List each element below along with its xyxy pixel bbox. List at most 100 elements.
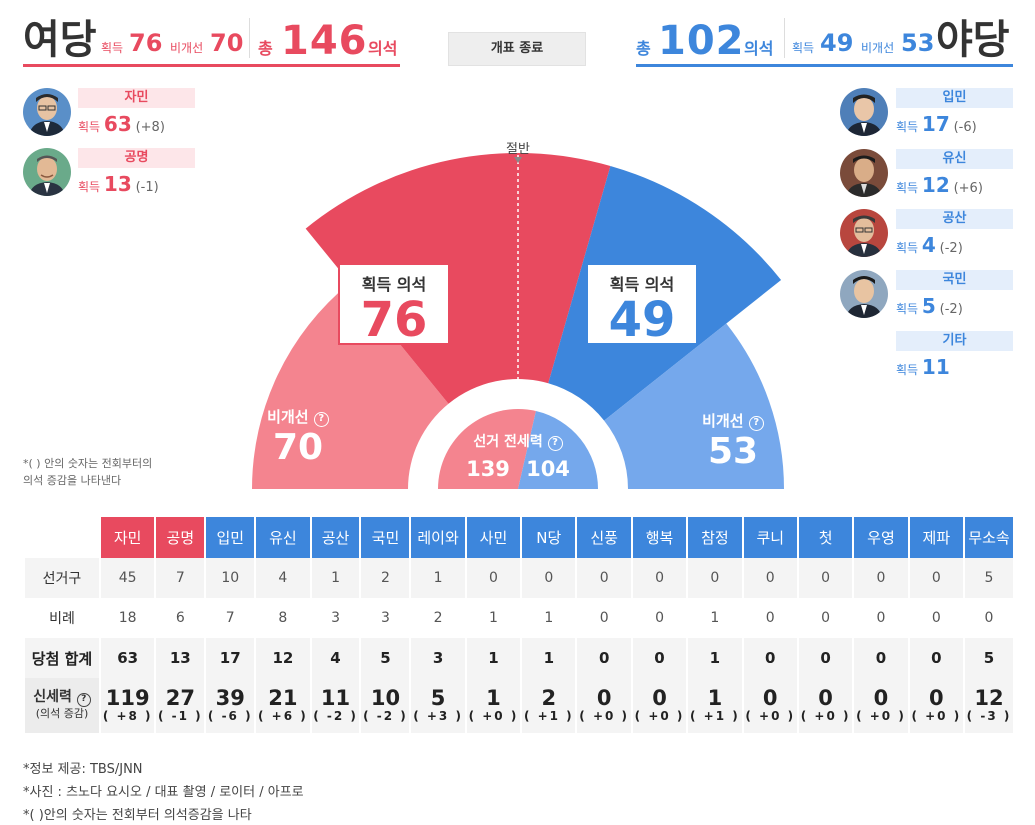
table-cell: 12( -3 ) [963,678,1013,733]
new-strength-value: 119 [105,686,150,710]
party-stat: 획득 12 (+6) [896,173,983,197]
party-col-header: 입민 [204,517,256,558]
opposition-title: 야당 [936,17,1010,63]
table-cell: 0 [907,558,964,598]
row-proportional: 비례 18 6 7 8 3 3 2 1 1 0 0 1 0 0 0 0 0 [23,598,1013,638]
table-cell: 4 [254,558,311,598]
matsui-portrait [840,149,888,197]
new-strength-value: 0 [762,686,778,710]
table-cell: 6 [154,598,206,638]
table-cell: 1 [409,558,466,598]
new-strength-change: ( +3 ) [413,709,463,723]
opposition-summary: 총 102 의석 획득 49 비개선 53 야당 [636,17,1013,64]
table-cell: 0 [852,558,909,598]
ruling-rule [23,64,400,67]
table-cell: 1 [520,638,577,678]
new-strength-value: 0 [596,686,612,710]
party-card-jimin: 자민 획득 63 (+8) [23,88,203,138]
party-name: 자민 [78,88,195,108]
new-strength-change: ( -2 ) [313,709,358,723]
table-cell: 5( +3 ) [409,678,466,733]
table-cell: 0( +0 ) [796,678,854,733]
table-cell: 45 [98,558,156,598]
table-cell: 2 [409,598,466,638]
seat-change: (-2) [939,241,963,256]
table-cell: 63 [98,638,156,678]
table-cell: 0 [907,638,964,678]
table-cell: 0 [575,638,632,678]
party-col-header: 공산 [309,517,361,558]
party-name: 유신 [896,149,1013,169]
opposition-won-value: 49 [820,29,854,57]
new-strength-change: ( +0 ) [911,709,962,723]
question-circle-icon[interactable]: ? [76,693,91,707]
table-cell: 0 [907,598,964,638]
table-cell: 11( -2 ) [309,678,361,733]
table-cell: 21( +6 ) [254,678,311,733]
table-cell: 0 [686,558,743,598]
ruling-summary: 여당 획득 76 비개선 70 총 146 의석 [23,18,400,64]
question-circle-icon[interactable]: ? [547,436,563,451]
party-name: 입민 [896,88,1013,108]
table-cell: 0 [796,558,854,598]
note-line: 의석 증감을 나타낸다 [23,474,122,487]
new-strength-value: 10 [370,686,401,710]
party-stat: 획득 4 (-2) [896,233,963,257]
party-col-header: 자민 [98,517,156,558]
table-cell: 3 [359,598,411,638]
table-cell: 0 [520,558,577,598]
row-label: 선거구 [23,558,100,598]
new-strength-value: 1 [707,686,723,710]
table-cell: 0 [630,558,688,598]
party-col-header: N당 [520,517,577,558]
party-card-other: 기타 획득 11 [840,331,1013,381]
ruling-total-label: 총 [258,39,273,58]
count-status: 개표 종료 [448,32,586,66]
won-label: 획득 [896,363,919,377]
won-label: 획득 [896,302,919,316]
pre-election-opposition: 104 [526,457,570,481]
footer-line-photo: *사진 : 츠노다 요시오 / 대표 촬영 / 로이터 / 아프로 [23,785,304,800]
new-strength-change: ( -2 ) [363,709,408,723]
row-total: 당첨 합계 63 13 17 12 4 5 3 1 1 0 0 1 0 0 0 0 5 [23,638,1013,678]
slice-0 [252,282,449,489]
new-strength-value: 2 [541,686,557,710]
question-circle-icon[interactable]: ? [748,416,764,431]
table-cell: 12 [254,638,311,678]
ruling-total-value: 146 [281,18,368,64]
party-card-ishin: 유신 획득 12 (+6) [840,149,1013,199]
new-strength-change: ( +0 ) [856,709,906,723]
new-strength-value: 39 [215,686,245,710]
new-strength-value: 5 [430,686,446,710]
table-cell: 0( +0 ) [575,678,632,733]
table-cell: 1 [520,598,577,638]
table-cell: 2( +1 ) [520,678,577,733]
new-strength-change: ( -6 ) [207,709,253,723]
seat-change: (+8) [135,120,165,135]
party-col-header: 우영 [852,517,909,558]
box-value: 76 [360,292,428,348]
party-stat: 획득 11 [896,355,950,379]
nonelect-value: 70 [272,427,324,468]
ruling-won-box: 획득 의석 76 [338,263,450,345]
pre-election-ruling: 139 [466,457,510,481]
new-strength-change: ( -1 ) [157,709,203,723]
ruling-won-value: 76 [129,29,163,57]
party-col-header: 첫 [796,517,854,558]
question-circle-icon[interactable]: ? [313,412,329,427]
party-col-header: 레이와 [409,517,466,558]
table-cell: 5 [963,638,1013,678]
new-strength-value: 0 [873,686,889,710]
won-value: 13 [103,172,132,196]
inner-ruling [438,409,536,489]
table-cell: 0 [741,598,798,638]
table-cell: 3 [409,638,466,678]
results-table: 자민 공명 입민 유신 공산 국민 레이와 사민 N당 신풍 행복 참정 쿠니 첫 우영 제파 무소속 선거구 4… [23,517,1013,733]
opposition-total-value: 102 [658,18,745,64]
party-col-header: 신풍 [575,517,632,558]
table-cell: 0 [796,638,854,678]
table-cell: 0 [575,598,632,638]
table-cell: 0 [464,558,522,598]
new-strength-value: 0 [818,686,833,710]
new-strength-change: ( +0 ) [634,709,685,723]
